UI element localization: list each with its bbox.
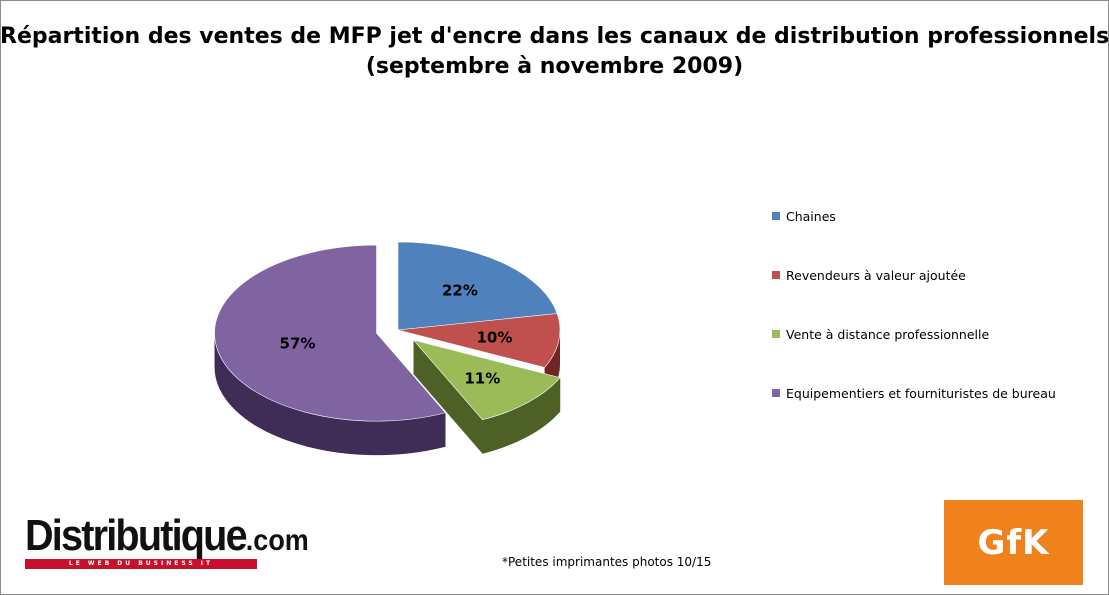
pie-slice-label-3: 57% — [280, 335, 316, 353]
gfk-logo-text: GfK — [977, 522, 1050, 563]
legend-item-2: Vente à distance professionnelle — [772, 324, 989, 344]
pie-slice-label-1: 10% — [476, 329, 512, 347]
footnote: *Petites imprimantes photos 10/15 — [502, 555, 712, 569]
legend-swatch-2 — [772, 330, 780, 338]
pie-slice-label-2: 11% — [464, 369, 500, 387]
gfk-logo: GfK — [944, 500, 1083, 585]
pie-tops — [214, 241, 561, 422]
legend-item-3: Equipementiers et fournituristes de bure… — [772, 383, 1056, 403]
chart-title-line2: (septembre à novembre 2009) — [365, 54, 744, 79]
pie-slice-2 — [412, 339, 561, 421]
distributique-logo-tagline: LE WEB DU BUSINESS IT — [25, 559, 257, 569]
legend-swatch-3 — [772, 389, 780, 397]
legend-swatch-0 — [772, 212, 780, 220]
chart-title-line1: Répartition des ventes de MFP jet d'encr… — [0, 24, 1109, 49]
legend-label-3: Equipementiers et fournituristes de bure… — [786, 385, 1056, 401]
distributique-logo: Distributique.com LE WEB DU BUSINESS IT — [25, 513, 345, 573]
legend-swatch-1 — [772, 271, 780, 279]
pie-slice-0 — [397, 241, 558, 331]
chart-title: Répartition des ventes de MFP jet d'encr… — [0, 22, 1109, 82]
legend-item-1: Revendeurs à valeur ajoutée — [772, 265, 966, 285]
pie-slice-label-0: 22% — [442, 281, 478, 299]
legend-label-0: Chaines — [786, 208, 836, 224]
legend-item-0: Chaines — [772, 206, 836, 226]
pie-slice-cut-2-1 — [413, 340, 483, 454]
pie-slice-side-3-0 — [214, 333, 446, 456]
legend-label-1: Revendeurs à valeur ajoutée — [786, 267, 966, 283]
pie-slice-1 — [397, 313, 561, 368]
legend-label-2: Vente à distance professionnelle — [786, 326, 990, 342]
pie-slice-3 — [214, 244, 447, 422]
distributique-logo-word: Distributique.com — [25, 511, 309, 560]
